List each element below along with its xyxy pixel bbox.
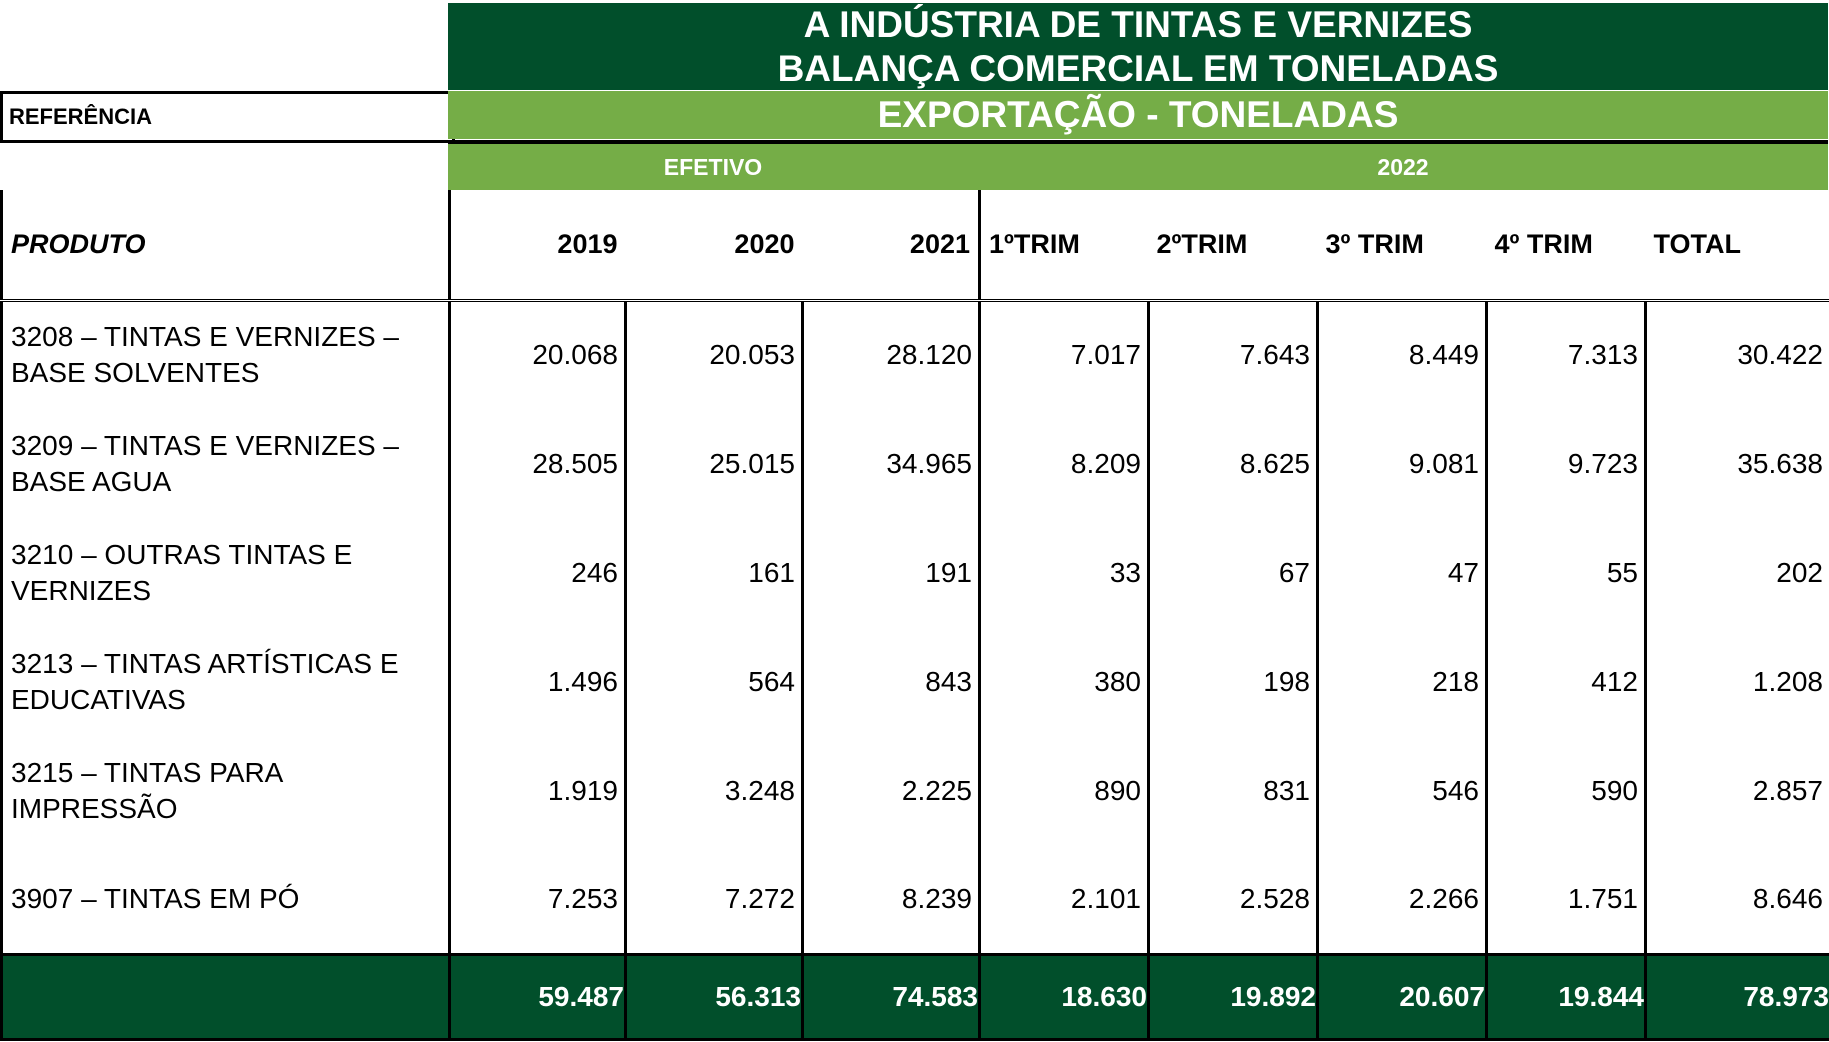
cell-total: 1.208: [1644, 627, 1829, 736]
cell-q1: 33: [978, 518, 1149, 627]
header-q3: 3º TRIM: [1317, 190, 1487, 302]
cell-q4: 590: [1485, 736, 1646, 845]
total-2020: 56.313: [624, 952, 803, 1041]
header-total: TOTAL: [1645, 190, 1829, 302]
cell-2021: 843: [801, 627, 980, 736]
cell-q3: 2.266: [1316, 845, 1487, 954]
cell-q4: 1.751: [1485, 845, 1646, 954]
header-q4: 4º TRIM: [1486, 190, 1646, 302]
cell-q2: 198: [1147, 627, 1318, 736]
cell-q3: 218: [1316, 627, 1487, 736]
table-row: 3907 – TINTAS EM PÓ 7.253 7.272 8.239 2.…: [0, 845, 1829, 954]
reference-label: REFERÊNCIA: [0, 91, 455, 143]
cell-2021: 34.965: [801, 409, 980, 518]
product-name: 3210 – OUTRAS TINTAS E VERNIZES: [0, 518, 451, 627]
product-name: 3213 – TINTAS ARTÍSTICAS E EDUCATIVAS: [0, 627, 451, 736]
cell-q2: 831: [1147, 736, 1318, 845]
export-table: PRODUTO 2019 2020 2021 1ºTRIM 2ºTRIM 3º …: [0, 190, 1829, 1041]
cell-q2: 2.528: [1147, 845, 1318, 954]
cell-q4: 9.723: [1485, 409, 1646, 518]
table-row: 3210 – OUTRAS TINTAS E VERNIZES 246 161 …: [0, 518, 1829, 627]
cell-2019: 7.253: [448, 845, 626, 954]
cell-q2: 67: [1147, 518, 1318, 627]
header-q1: 1ºTRIM: [978, 190, 1149, 302]
cell-2019: 28.505: [448, 409, 626, 518]
totals-label-blank: [0, 952, 451, 1041]
cell-q1: 7.017: [978, 300, 1149, 409]
cell-2019: 246: [448, 518, 626, 627]
total-2019: 59.487: [448, 952, 626, 1041]
cell-2021: 2.225: [801, 736, 980, 845]
total-2021: 74.583: [801, 952, 980, 1041]
cell-2020: 161: [624, 518, 803, 627]
cell-q4: 55: [1485, 518, 1646, 627]
totals-row: 59.487 56.313 74.583 18.630 19.892 20.60…: [0, 952, 1829, 1041]
cell-q2: 8.625: [1147, 409, 1318, 518]
cell-q1: 890: [978, 736, 1149, 845]
cell-2020: 25.015: [624, 409, 803, 518]
cell-q1: 8.209: [978, 409, 1149, 518]
cell-q3: 47: [1316, 518, 1487, 627]
cell-2020: 20.053: [624, 300, 803, 409]
cell-2020: 564: [624, 627, 803, 736]
cell-q3: 9.081: [1316, 409, 1487, 518]
table-row: 3209 – TINTAS E VERNIZES – BASE AGUA 28.…: [0, 409, 1829, 518]
cell-2020: 7.272: [624, 845, 803, 954]
cell-total: 30.422: [1644, 300, 1829, 409]
total-q1: 18.630: [978, 952, 1149, 1041]
header-2019: 2019: [449, 190, 626, 302]
table-title: A INDÚSTRIA DE TINTAS E VERNIZES BALANÇA…: [448, 3, 1828, 90]
title-line-1: A INDÚSTRIA DE TINTAS E VERNIZES: [803, 4, 1473, 45]
cell-2019: 1.919: [448, 736, 626, 845]
cell-q2: 7.643: [1147, 300, 1318, 409]
cell-q1: 380: [978, 627, 1149, 736]
table-row: 3208 – TINTAS E VERNIZES – BASE SOLVENTE…: [0, 300, 1829, 409]
cell-total: 2.857: [1644, 736, 1829, 845]
cell-q4: 412: [1485, 627, 1646, 736]
cell-2021: 28.120: [801, 300, 980, 409]
cell-2019: 1.496: [448, 627, 626, 736]
column-header-row: PRODUTO 2019 2020 2021 1ºTRIM 2ºTRIM 3º …: [0, 190, 1829, 302]
cell-q3: 8.449: [1316, 300, 1487, 409]
export-label: EXPORTAÇÃO - TONELADAS: [448, 91, 1828, 139]
header-q2: 2ºTRIM: [1148, 190, 1318, 302]
product-name: 3215 – TINTAS PARA IMPRESSÃO: [0, 736, 451, 845]
cell-q3: 546: [1316, 736, 1487, 845]
total-q2: 19.892: [1147, 952, 1318, 1041]
cell-total: 202: [1644, 518, 1829, 627]
cell-total: 8.646: [1644, 845, 1829, 954]
product-name: 3208 – TINTAS E VERNIZES – BASE SOLVENTE…: [0, 300, 451, 409]
product-name: 3209 – TINTAS E VERNIZES – BASE AGUA: [0, 409, 451, 518]
product-name: 3907 – TINTAS EM PÓ: [0, 845, 451, 954]
header-produto: PRODUTO: [0, 190, 451, 302]
cell-total: 35.638: [1644, 409, 1829, 518]
cell-2021: 191: [801, 518, 980, 627]
cell-2020: 3.248: [624, 736, 803, 845]
header-2021: 2021: [802, 190, 980, 302]
total-q3: 20.607: [1316, 952, 1487, 1041]
divider: [448, 140, 1828, 144]
cell-2019: 20.068: [448, 300, 626, 409]
title-line-2: BALANÇA COMERCIAL EM TONELADAS: [777, 48, 1499, 89]
table-row: 3215 – TINTAS PARA IMPRESSÃO 1.919 3.248…: [0, 736, 1829, 845]
cell-2021: 8.239: [801, 845, 980, 954]
cell-q1: 2.101: [978, 845, 1149, 954]
group-efetivo: EFETIVO: [663, 154, 763, 180]
table-row: 3213 – TINTAS ARTÍSTICAS E EDUCATIVAS 1.…: [0, 627, 1829, 736]
total-total: 78.973: [1644, 952, 1829, 1041]
total-q4: 19.844: [1485, 952, 1646, 1041]
cell-q4: 7.313: [1485, 300, 1646, 409]
group-2022: 2022: [1377, 154, 1429, 180]
period-group-header: EFETIVO 2022: [448, 144, 1828, 190]
header-2020: 2020: [625, 190, 803, 302]
